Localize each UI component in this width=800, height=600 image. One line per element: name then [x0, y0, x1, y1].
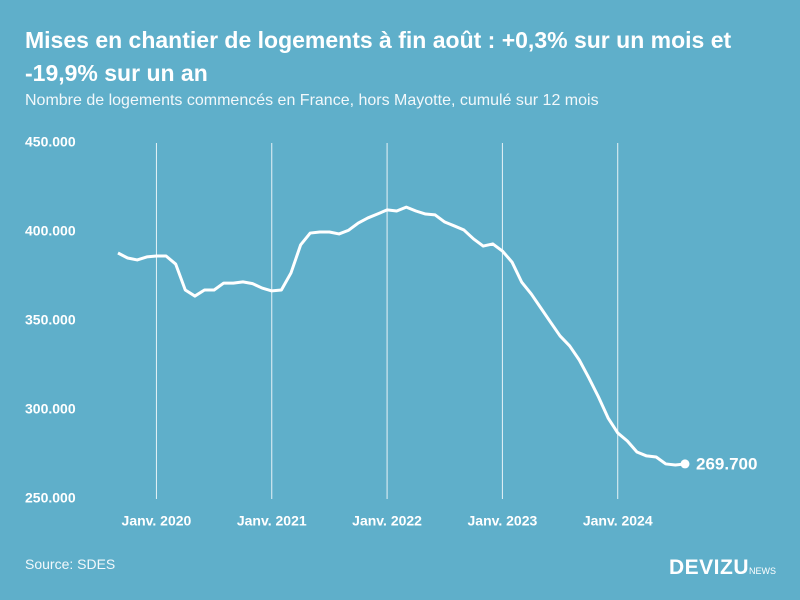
chart-title: Mises en chantier de logements à fin aoû…: [25, 27, 732, 86]
x-tick-label: Janv. 2022: [352, 513, 422, 529]
y-tick-label: 350.000: [25, 312, 76, 328]
y-tick-label: 250.000: [25, 490, 76, 506]
x-tick-label: Janv. 2021: [237, 513, 307, 529]
chart-subtitle: Nombre de logements commencés en France,…: [25, 92, 599, 109]
y-tick-label: 400.000: [25, 223, 76, 239]
data-line: [117, 205, 686, 467]
y-tick-label: 450.000: [25, 134, 76, 150]
brand-name: DEVIZU: [668, 556, 749, 579]
brand-logo: DEVIZUNEWS: [669, 556, 776, 580]
x-tick-label: Janv. 2023: [468, 513, 538, 529]
end-point: [680, 459, 690, 469]
brand-suffix: NEWS: [749, 566, 776, 576]
value-label: 269.700: [696, 454, 757, 473]
x-tick-label: Janv. 2024: [583, 513, 653, 529]
y-tick-label: 300.000: [25, 401, 76, 417]
x-tick-label: Janv. 2020: [122, 513, 192, 529]
source-note: Source: SDES: [25, 556, 116, 572]
